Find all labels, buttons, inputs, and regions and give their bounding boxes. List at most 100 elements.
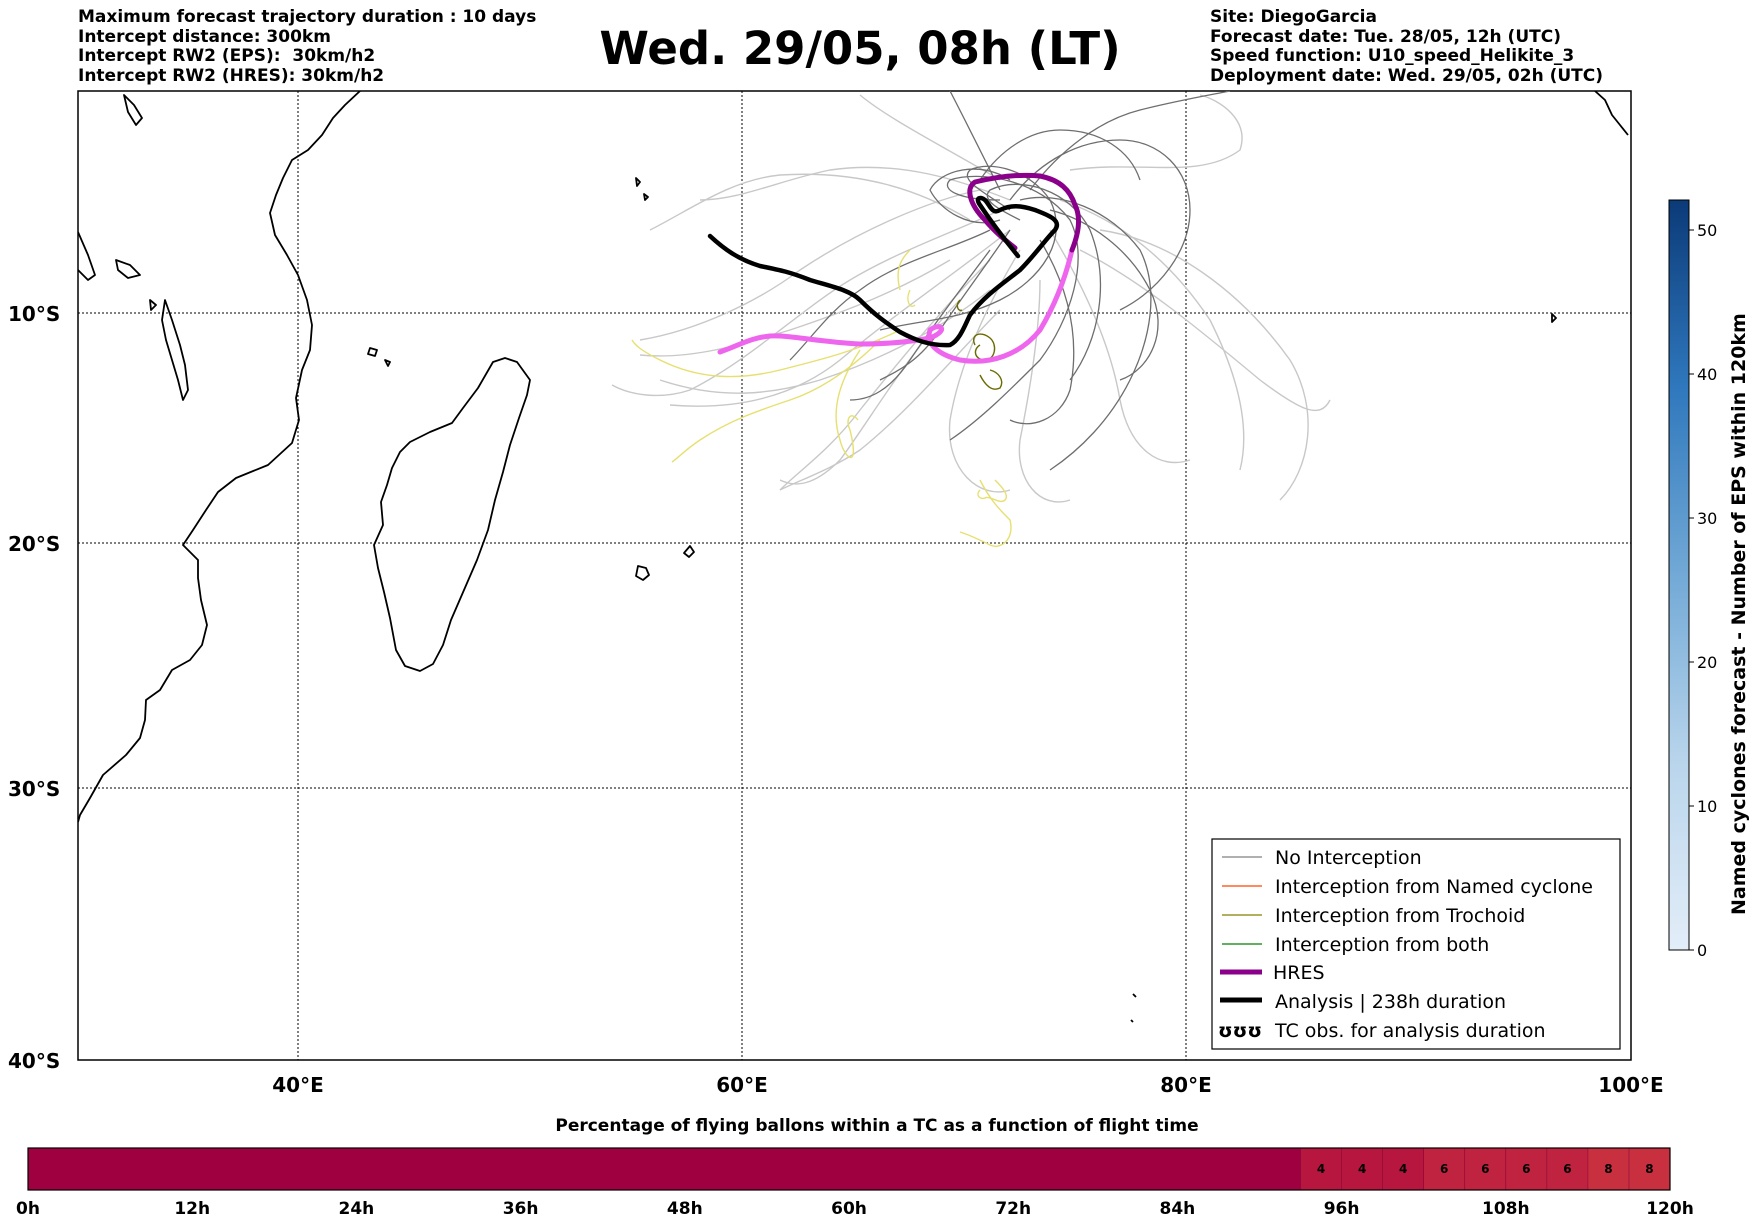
colorbar-gradient [1668,199,1690,951]
timeline-cell [1587,1148,1629,1190]
timeline-title: Percentage of flying ballons within a TC… [555,1116,1199,1136]
timeline-cells: 4 4 4 6 6 6 6 8 8 [28,1148,1670,1190]
eps-traj-light-5 [948,249,1021,493]
eps-traj-light-2 [639,189,981,341]
yellow-traj-5 [897,249,916,307]
deployment-date-text: Deployment date: Wed. 29/05, 02h (UTC) [1210,65,1604,86]
timeline-cell-value: 4 [1317,1162,1325,1176]
page-title: Wed. 29/05, 08h (LT) [599,22,1121,75]
timeline-cell-value: 6 [1481,1162,1489,1176]
eps-traj-dark-10 [849,249,991,401]
timeline-tick-label: 0h [16,1199,40,1219]
colorbar-tick-20: 20 [1697,653,1717,672]
eps-traj-dark-8 [1019,196,1152,471]
lon-label-40e: 40°E [272,1073,324,1097]
colorbar-tick-50: 50 [1697,221,1717,240]
eps-traj-dark-9 [1009,239,1075,425]
map-content [78,91,1631,1060]
timeline-cell-value: 6 [1563,1162,1571,1176]
eps-traj-dark-12 [1049,209,1159,381]
olive-traj-2 [979,369,1003,390]
colorbar-tick-30: 30 [1697,509,1717,528]
forecast-date-text: Forecast date: Tue. 28/05, 12h (UTC) [1210,26,1561,47]
eps-traj-dark-11 [929,168,1011,224]
eps-traj-light-15 [1099,229,1309,501]
madagascar-coastline [373,357,531,672]
hres-trajectory [967,172,1081,253]
yellow-trajectories [631,249,1012,547]
lon-label-80e: 80°E [1160,1073,1212,1097]
timeline-cell-value: 8 [1645,1162,1653,1176]
timeline-tick-label: 36h [503,1199,539,1219]
yellow-traj-4 [959,479,1012,547]
lon-label-100e: 100°E [1598,1073,1663,1097]
eps-light-trajectories [611,94,1331,503]
yellow-traj-6 [977,479,1007,503]
timeline-cell [1300,1148,1342,1190]
site-text: Site: DiegoGarcia [1210,7,1377,27]
legend-box [1211,838,1621,1050]
header-info-left: Maximum forecast trajectory duration : 1… [78,7,536,86]
header-info-right: Site: DiegoGarcia Forecast date: Tue. 28… [1210,7,1604,86]
olive-traj-1 [973,333,996,361]
eps-traj-light-6 [1049,229,1191,464]
eps-traj-light-10 [649,173,971,231]
timeline-tick-label: 108h [1482,1199,1530,1219]
timeline-cell-value: 4 [1399,1162,1407,1176]
timeline-tick-label: 60h [831,1199,867,1219]
islands-topright-coastline [1130,91,1629,1023]
legend-label-tc-obs: TC obs. for analysis duration [1274,1020,1546,1042]
analysis-trajectory [707,195,1059,348]
timeline-cell [1423,1148,1465,1190]
timeline-tick-label: 24h [339,1199,375,1219]
eps-traj-dark-13 [979,129,1141,181]
timeline-cell [1505,1148,1547,1190]
eps-traj-dark-2 [947,175,1079,441]
lake-coastline [161,299,189,401]
legend-label-no-interception: No Interception [1275,847,1422,869]
islands-topleft-coastline [78,94,157,311]
eps-dark-trajectories [789,91,1231,471]
africa-coastline [78,91,361,823]
eps-traj-light-14 [1079,249,1331,411]
timeline-cell-value: 4 [1358,1162,1366,1176]
colorbar-ticks: 0 10 20 30 40 50 [1689,221,1717,960]
timeline-cell [1464,1148,1506,1190]
intercept-distance-text: Intercept distance: 300km [78,26,331,47]
timeline-cell [1628,1148,1670,1190]
timeline-cell [28,1148,1301,1190]
yellow-traj-2 [671,339,881,463]
lon-labels: 40°E 60°E 80°E 100°E [272,1073,1663,1097]
eps-traj-light-7 [1059,199,1245,471]
eps-traj-light-13 [1018,279,1071,503]
intercept-eps-text: Intercept RW2 (EPS): 30km/h2 [78,46,376,66]
timeline-tick-label: 48h [667,1199,703,1219]
comoros-coastline [367,347,391,367]
tc-obs-symbol-icon: ʊʊʊ [1218,1020,1262,1042]
legend-label-both: Interception from both [1275,934,1489,956]
lat-label-40s: 40°S [8,1049,60,1073]
eps-traj-light-12 [779,309,1001,491]
yellow-traj-1 [631,329,901,378]
timeline-cell [1341,1148,1383,1190]
legend-label-analysis: Analysis | 238h duration [1275,991,1506,1013]
timeline-tick-label: 12h [174,1199,210,1219]
legend-label-named-cyclone: Interception from Named cyclone [1275,876,1593,898]
eps-traj-dark-3 [986,183,1101,381]
seychelles-coastline [635,177,649,201]
olive-traj-3 [956,299,963,312]
eps-traj-light-17 [639,259,951,357]
eps-traj-light-8 [1069,94,1243,171]
timeline-tick-label: 120h [1646,1199,1694,1219]
coastlines [78,91,1629,1023]
lat-label-20s: 20°S [8,532,60,556]
timeline-frame [27,1147,1671,1191]
timeline: 4 4 4 6 6 6 6 8 8 0h 12h 24h 36h 48h 60h 72h 84h 96h 108h… [16,1147,1694,1219]
timeline-cell [1382,1148,1424,1190]
intercept-hres-text: Intercept RW2 (HRES): 30km/h2 [78,65,385,86]
timeline-ticks: 0h 12h 24h 36h 48h 60h 72h 84h 96h 108h 120h [16,1199,1694,1219]
hres-trajectory-light [717,247,1075,364]
colorbar-tick-10: 10 [1697,797,1717,816]
legend-label-trochoid: Interception from Trochoid [1275,905,1525,927]
